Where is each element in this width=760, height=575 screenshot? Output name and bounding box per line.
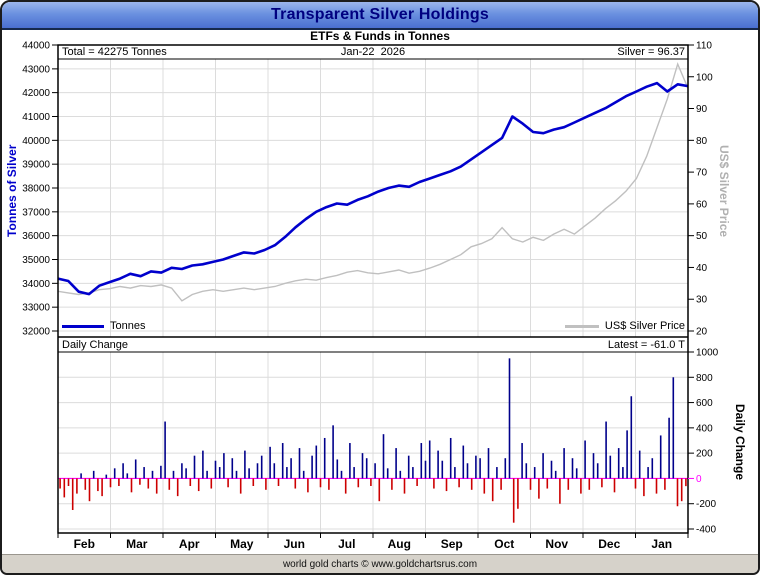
latest-change-annotation: Latest = -61.0 T xyxy=(607,339,685,351)
month-label: Sep xyxy=(441,537,463,551)
right-axis-tick-label: 80 xyxy=(696,136,708,147)
tonnes-line xyxy=(57,81,689,296)
month-label: Nov xyxy=(545,537,568,551)
daily-change-tick-label: -400 xyxy=(696,525,716,536)
right-axis-tick-label: 110 xyxy=(696,41,712,52)
left-axis-tick-label: 37000 xyxy=(22,207,50,218)
right-axis-tick-label: 20 xyxy=(696,327,708,338)
left-axis-tick-label: 41000 xyxy=(22,112,50,123)
month-label: Aug xyxy=(388,537,411,551)
month-label: May xyxy=(230,537,254,551)
month-label: Feb xyxy=(74,537,95,551)
right-axis-tick-label: 60 xyxy=(696,199,708,210)
right-axis-tick-label: 90 xyxy=(696,104,708,115)
left-axis-title: Tonnes of Silver xyxy=(5,144,19,238)
right-axis-tick-label: 70 xyxy=(696,168,708,179)
legend-silver-label: US$ Silver Price xyxy=(604,320,685,332)
left-axis-tick-label: 43000 xyxy=(22,64,50,75)
left-axis-tick-label: 35000 xyxy=(22,255,50,266)
chart-subtitle: ETFs & Funds in Tonnes xyxy=(310,29,450,43)
daily-change-tick-label: 1000 xyxy=(696,348,719,359)
footer-credit: world gold charts © www.goldchartsrus.co… xyxy=(282,558,478,570)
right-axis-tick-label: 40 xyxy=(696,263,708,274)
right-axis-title-bottom: Daily Change xyxy=(733,404,747,481)
right-axis-tick-label: 30 xyxy=(696,295,708,306)
tonnes-line-swatch-icon xyxy=(62,324,104,328)
daily-change-tick-label: 0 xyxy=(696,474,702,485)
left-axis-tick-label: 42000 xyxy=(22,88,50,99)
legend-silver: US$ Silver Price xyxy=(564,320,685,332)
right-axis-title-top: US$ Silver Price xyxy=(717,144,731,238)
month-label: Jul xyxy=(338,537,355,551)
right-axis-tick-label: 50 xyxy=(696,231,708,242)
silver-price-annotation: Silver = 96.37 xyxy=(617,46,685,58)
month-label: Jun xyxy=(284,537,305,551)
month-label: Oct xyxy=(494,537,514,551)
silver-line-swatch-icon xyxy=(564,324,599,328)
daily-change-tick-label: 400 xyxy=(696,423,713,434)
daily-change-tick-label: -200 xyxy=(696,499,716,510)
left-axis-tick-label: 33000 xyxy=(22,303,50,314)
page-title: Transparent Silver Holdings xyxy=(271,6,489,23)
month-label: Apr xyxy=(179,537,200,551)
total-annotation: Total = 42275 Tonnes xyxy=(62,46,167,58)
legend-tonnes: Tonnes xyxy=(62,320,145,332)
left-axis-tick-label: 32000 xyxy=(22,327,50,338)
date-annotation: Jan-22 2026 xyxy=(340,46,406,58)
daily-change-tick-label: 200 xyxy=(696,449,713,460)
footer-bar: world gold charts © www.goldchartsrus.co… xyxy=(2,554,758,573)
left-axis-tick-label: 34000 xyxy=(22,279,50,290)
daily-change-tick-label: 800 xyxy=(696,373,713,384)
left-axis-tick-label: 36000 xyxy=(22,231,50,242)
title-bar: Transparent Silver Holdings xyxy=(2,2,758,30)
left-axis-tick-label: 38000 xyxy=(22,184,50,195)
left-axis-tick-label: 44000 xyxy=(22,41,50,52)
silver-price-line xyxy=(57,62,689,302)
daily-change-tick-label: 600 xyxy=(696,398,713,409)
right-axis-tick-label: 100 xyxy=(696,72,713,83)
left-axis-tick-label: 40000 xyxy=(22,136,50,147)
left-axis-tick-label: 39000 xyxy=(22,160,50,171)
daily-change-panel-title: Daily Change xyxy=(62,339,129,351)
month-label: Mar xyxy=(126,537,148,551)
month-label: Dec xyxy=(598,537,620,551)
legend-tonnes-label: Tonnes xyxy=(110,320,146,332)
month-label: Jan xyxy=(651,537,672,551)
